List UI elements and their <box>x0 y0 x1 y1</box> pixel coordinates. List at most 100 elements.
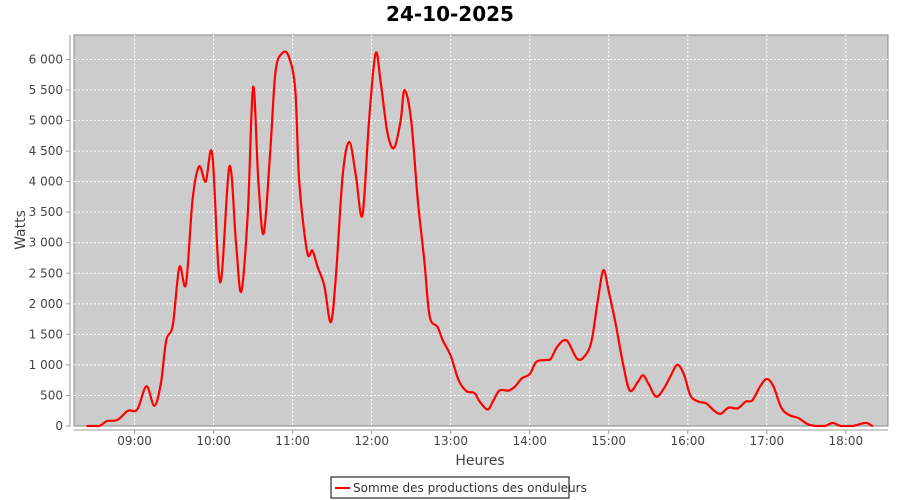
data-point <box>556 345 559 348</box>
x-tick-label: 09:00 <box>117 434 152 448</box>
data-point <box>436 326 439 329</box>
data-point <box>171 324 174 327</box>
data-point <box>751 399 754 402</box>
data-point <box>682 373 685 376</box>
data-point <box>713 409 716 412</box>
data-point <box>204 180 207 183</box>
data-point <box>281 52 284 55</box>
data-point <box>219 281 222 284</box>
plot-area <box>73 34 889 427</box>
data-point <box>393 147 396 150</box>
data-point <box>316 266 319 269</box>
y-tick-label: 2 000 <box>29 297 63 311</box>
data-point <box>491 400 494 403</box>
data-point <box>98 425 101 427</box>
x-tick-label: 15:00 <box>591 434 626 448</box>
data-point <box>871 425 874 427</box>
data-point <box>590 339 593 342</box>
x-tick-label: 13:00 <box>433 434 468 448</box>
data-point <box>628 389 631 392</box>
data-point <box>689 394 692 397</box>
data-point <box>614 321 617 324</box>
y-tick-label: 1 000 <box>29 358 63 372</box>
data-point <box>145 385 148 388</box>
data-point <box>520 377 523 380</box>
data-point <box>262 232 265 235</box>
data-point <box>323 284 326 287</box>
data-point <box>379 82 382 85</box>
data-point <box>797 417 800 420</box>
data-point <box>719 412 722 415</box>
data-point <box>473 392 476 395</box>
y-axis-ticks: 0 500 1 000 1 500 2 000 2 500 3 000 3 500 4 000 4… <box>29 52 70 433</box>
data-point <box>788 414 791 417</box>
data-point <box>105 420 108 423</box>
data-point <box>127 409 130 412</box>
chart-title: 24-10-2025 <box>386 2 514 26</box>
data-point <box>311 249 314 252</box>
data-point <box>806 423 809 426</box>
data-point <box>697 400 700 403</box>
y-tick-label: 2 500 <box>29 266 63 280</box>
data-point <box>549 357 552 360</box>
legend-box <box>330 476 570 499</box>
series-group <box>86 50 874 428</box>
data-point <box>306 250 309 253</box>
data-point <box>676 363 679 366</box>
data-point <box>759 385 762 388</box>
data-point <box>535 360 538 363</box>
data-point <box>839 425 842 427</box>
data-point <box>669 374 672 377</box>
data-point <box>655 395 658 398</box>
data-point <box>403 88 406 91</box>
legend-entry: Somme des productions des onduleurs <box>353 481 587 495</box>
data-point <box>486 408 489 411</box>
data-point <box>622 363 625 366</box>
data-point <box>465 390 468 393</box>
data-point <box>602 269 605 272</box>
y-tick-label: 0 <box>55 419 63 433</box>
data-point <box>647 382 650 385</box>
data-point <box>576 357 579 360</box>
x-tick-label: 10:00 <box>196 434 231 448</box>
data-point <box>374 52 377 55</box>
data-point <box>116 418 119 421</box>
data-point <box>823 425 826 427</box>
data-point <box>744 400 747 403</box>
data-point <box>864 421 867 424</box>
data-point <box>228 165 231 168</box>
data-point <box>86 425 89 427</box>
data-point <box>528 373 531 376</box>
data-point <box>498 389 501 392</box>
x-tick-label: 12:00 <box>354 434 389 448</box>
x-axis-ticks: 09:00 10:00 11:00 12:00 13:00 14:00 15:00 16:00… <box>117 430 863 448</box>
data-point <box>727 406 730 409</box>
data-point <box>851 425 854 427</box>
data-point <box>507 389 510 392</box>
y-tick-label: 3 500 <box>29 205 63 219</box>
data-point <box>663 387 666 390</box>
y-tick-label: 4 000 <box>29 175 63 189</box>
x-axis-label: Heures <box>455 453 504 469</box>
data-point <box>136 408 139 411</box>
x-tick-label: 14:00 <box>512 434 547 448</box>
data-point <box>642 374 645 377</box>
legend: Somme des productions des onduleurs <box>330 476 587 499</box>
y-tick-label: 5 000 <box>29 114 63 128</box>
x-tick-label: 18:00 <box>829 434 864 448</box>
y-tick-label: 500 <box>40 388 63 402</box>
data-point <box>178 266 181 269</box>
x-tick-label: 17:00 <box>750 434 785 448</box>
data-point <box>329 321 332 324</box>
data-point <box>368 119 371 122</box>
data-point <box>736 407 739 410</box>
y-tick-label: 4 500 <box>29 144 63 158</box>
y-tick-label: 1 500 <box>29 327 63 341</box>
y-axis-label: Watts <box>13 210 29 250</box>
data-point <box>607 290 610 293</box>
data-point <box>584 354 587 357</box>
data-point <box>814 425 817 427</box>
data-point <box>252 85 255 88</box>
data-point <box>240 290 243 293</box>
